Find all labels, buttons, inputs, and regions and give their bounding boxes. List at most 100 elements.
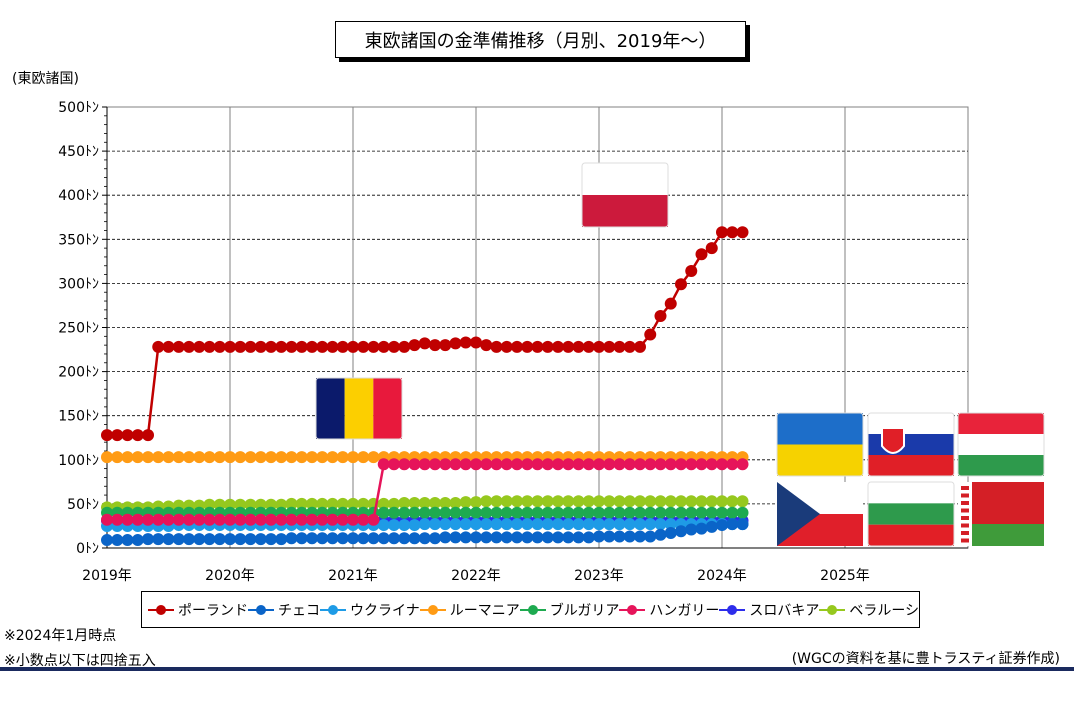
legend-label: ベラルーシ: [849, 602, 920, 619]
data-point: [162, 340, 175, 353]
y-tick-label: 200ﾄﾝ: [58, 365, 99, 381]
romania-flag: [315, 377, 403, 440]
data-point: [224, 340, 236, 353]
data-point: [162, 513, 175, 526]
data-point: [541, 506, 554, 519]
data-point: [316, 497, 329, 510]
data-point: [634, 530, 646, 543]
legend-item-bulgaria: ブルガリア: [519, 600, 619, 620]
data-point: [531, 340, 544, 353]
y-tick-label: 50ﾄﾝ: [67, 497, 99, 513]
data-point: [295, 497, 308, 510]
data-point: [131, 513, 144, 526]
flag-stripe: [868, 455, 954, 476]
data-point: [347, 532, 359, 545]
data-point: [562, 506, 575, 519]
data-point: [162, 533, 175, 546]
data-point: [634, 518, 646, 531]
data-point: [347, 340, 359, 353]
data-point: [398, 506, 411, 519]
data-point: [552, 531, 564, 544]
data-point: [367, 340, 380, 353]
data-point: [285, 451, 298, 464]
data-point: [418, 506, 431, 519]
data-point: [121, 451, 134, 464]
data-point: [449, 518, 462, 531]
data-point: [377, 497, 390, 510]
data-point: [234, 513, 247, 526]
data-point: [480, 458, 493, 471]
data-point: [675, 278, 687, 291]
data-point: [213, 340, 226, 353]
data-point: [377, 519, 390, 532]
data-point: [398, 519, 411, 532]
data-point: [531, 458, 544, 471]
data-point: [152, 533, 165, 546]
data-point: [623, 518, 636, 531]
legend-label: チェコ: [278, 602, 320, 619]
ukraine-flag: [776, 412, 864, 477]
data-point: [439, 458, 452, 471]
data-point: [388, 340, 400, 353]
flag-stripe: [958, 413, 1044, 434]
data-point: [275, 340, 288, 353]
flag-ornament-mark: [961, 523, 969, 528]
data-point: [377, 506, 390, 519]
data-point: [562, 340, 575, 353]
data-point: [142, 451, 154, 464]
data-point: [726, 518, 739, 531]
y-axis: 0ﾄﾝ 50ﾄﾝ 100ﾄﾝ 150ﾄﾝ 200ﾄﾝ 250ﾄﾝ 300ﾄﾝ 350ﾄﾝ 400…: [58, 100, 108, 557]
flag-stripe: [868, 524, 954, 546]
note-rounding: ※小数点以下は四捨五入: [4, 653, 156, 669]
data-point: [193, 533, 206, 546]
data-point: [726, 226, 739, 239]
data-point: [470, 531, 482, 544]
x-tick-label: 2021年: [328, 568, 378, 584]
data-point: [511, 506, 523, 519]
data-point: [480, 506, 493, 519]
data-point: [429, 497, 441, 510]
data-point: [541, 531, 554, 544]
legend: ポーランド チェコ ウクライナ ルーマニア ブルガリア ハンガリー スロバキア ベラルーシ: [141, 591, 920, 628]
data-point: [470, 518, 482, 531]
data-point: [254, 340, 267, 353]
legend-item-romania: ルーマニア: [419, 600, 520, 620]
data-point: [234, 451, 247, 464]
note-date: ※2024年1月時点: [4, 628, 117, 644]
flag-border: [581, 162, 669, 228]
series-group: [101, 226, 749, 547]
data-point: [603, 458, 616, 471]
series-poland: [101, 226, 749, 442]
data-point: [521, 506, 534, 519]
data-point: [357, 513, 370, 526]
data-point: [357, 451, 370, 464]
data-point: [408, 497, 421, 510]
x-tick-label: 2023年: [574, 568, 624, 584]
data-point: [705, 242, 718, 255]
data-point: [695, 506, 708, 519]
data-point: [572, 506, 585, 519]
data-point: [398, 532, 411, 545]
data-point: [490, 506, 503, 519]
data-point: [685, 495, 698, 508]
data-point: [521, 531, 534, 544]
data-point: [654, 506, 667, 519]
data-point: [213, 451, 226, 464]
flag-stripe: [777, 413, 863, 445]
data-point: [193, 340, 206, 353]
data-point: [582, 518, 595, 531]
data-point: [685, 458, 698, 471]
legend-swatch: [619, 604, 646, 616]
data-point: [603, 530, 616, 543]
bulgaria-flag: [867, 481, 955, 547]
data-point: [685, 523, 698, 536]
data-point: [490, 458, 503, 471]
data-point: [582, 531, 595, 544]
data-point: [101, 513, 113, 526]
data-point: [511, 340, 523, 353]
legend-item-ukraine: ウクライナ: [320, 600, 420, 620]
data-point: [736, 458, 749, 471]
flag-stripe: [958, 524, 1044, 546]
data-point: [521, 340, 534, 353]
